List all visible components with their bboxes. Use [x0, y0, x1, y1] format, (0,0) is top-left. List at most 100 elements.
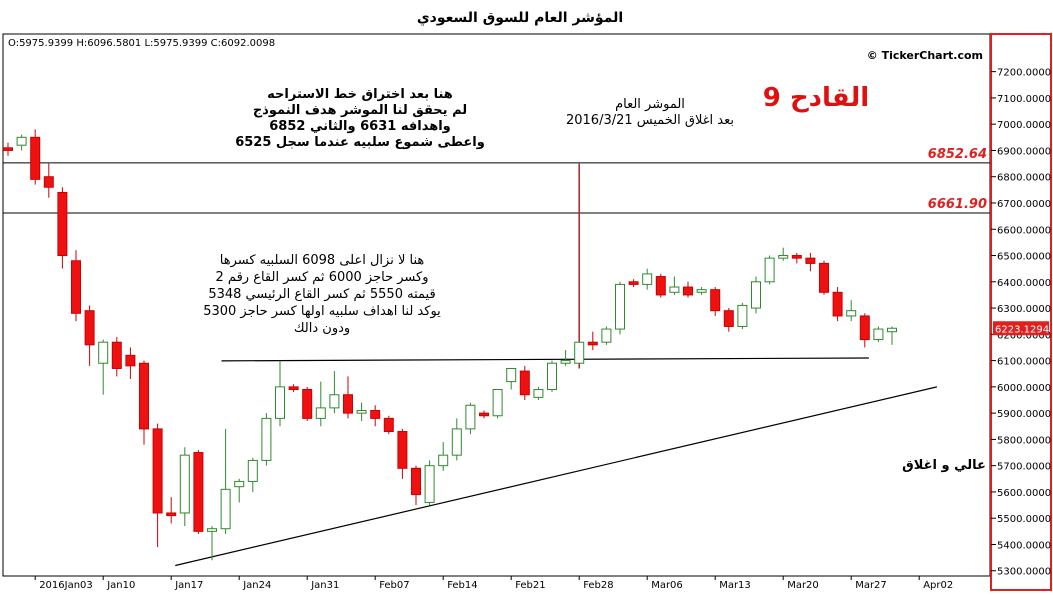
candle — [220, 428, 231, 534]
candle — [669, 276, 680, 295]
candle — [846, 300, 857, 322]
candle — [343, 376, 353, 419]
candle — [492, 388, 503, 419]
candle — [139, 360, 149, 445]
candle — [111, 336, 122, 377]
candle-body — [615, 283, 625, 330]
candle — [16, 134, 27, 151]
candle — [723, 308, 734, 332]
candle — [791, 252, 802, 264]
candle-body — [791, 255, 802, 259]
candle — [696, 287, 707, 295]
candle — [887, 326, 897, 345]
candle — [751, 276, 761, 314]
candle — [479, 410, 489, 419]
y-tick-label: 6200.0000 — [997, 330, 1051, 341]
candle — [655, 273, 666, 298]
y-tick-label: 6900.0000 — [997, 146, 1051, 157]
candle — [710, 287, 721, 316]
candle — [166, 497, 177, 524]
candle — [519, 365, 530, 400]
candle — [193, 449, 204, 534]
candle-body — [139, 362, 149, 430]
note-resistance-line: واعطى شموع سلبيه عندما سجل 6525 — [235, 135, 485, 150]
candle-body — [166, 512, 177, 517]
price-axis-frame — [990, 33, 1052, 591]
candle — [98, 339, 109, 395]
candle — [506, 367, 517, 390]
candle — [370, 405, 381, 427]
candle — [642, 268, 653, 290]
x-tick-label: Feb28 — [583, 580, 613, 591]
candle — [778, 247, 789, 261]
candle-body — [887, 327, 897, 333]
candle-body — [111, 341, 122, 369]
candle-body — [30, 136, 41, 180]
candle — [819, 260, 829, 295]
candle-body — [587, 341, 598, 346]
candle-body — [737, 304, 748, 327]
candle — [451, 418, 462, 461]
candle-body — [601, 328, 612, 343]
candle — [873, 326, 884, 343]
note-support-line: قيمته 5550 ثم كسر القاع الرئيسي 5348 — [208, 287, 435, 302]
y-tick-label: 6000.0000 — [997, 383, 1051, 394]
candle-body — [438, 454, 449, 467]
candle-body — [84, 310, 95, 346]
note-resistance-line: واهدافه 6631 والثاني 6852 — [269, 119, 451, 134]
headline-label: القادح 9 — [763, 83, 869, 113]
candle — [207, 526, 217, 561]
candle — [383, 415, 394, 435]
y-tick-label: 6500.0000 — [997, 252, 1051, 263]
candle-body — [193, 452, 204, 532]
candle — [615, 281, 625, 335]
candle-body — [710, 289, 721, 312]
candle-body — [846, 310, 857, 317]
x-tick-label: Mar13 — [719, 580, 751, 591]
candle — [356, 402, 367, 422]
note-date-line: الموشر العام — [615, 97, 685, 112]
candle-body — [261, 417, 272, 461]
ohlc-readout: O:5975.9399 H:6096.5801 L:5975.9399 C:60… — [8, 38, 275, 49]
candle — [764, 255, 775, 285]
watermark: © TickerChart.com — [867, 49, 983, 62]
candle — [465, 402, 476, 435]
candle — [574, 163, 585, 369]
chart-title: المؤشر العام للسوق السعودي — [417, 10, 623, 27]
candle-body — [57, 191, 68, 257]
candle-body — [723, 310, 734, 327]
y-tick-label: 6700.0000 — [997, 199, 1051, 210]
x-tick-label: Feb07 — [379, 580, 409, 591]
candle-body — [669, 286, 680, 293]
x-tick-label: Jan10 — [106, 580, 135, 591]
candle-body — [234, 480, 245, 488]
y-tick-label: 5800.0000 — [997, 435, 1051, 446]
candle-body — [383, 417, 394, 433]
candle-body — [492, 388, 503, 417]
candle-body — [152, 428, 163, 514]
x-tick-label: Mar27 — [855, 580, 887, 591]
candle — [3, 142, 13, 156]
note-support-line: ودون دالك — [294, 321, 350, 336]
y-tick-label: 5700.0000 — [997, 462, 1051, 473]
candle-body — [43, 176, 54, 188]
y-tick-label: 5600.0000 — [997, 488, 1051, 499]
candle-body — [859, 315, 870, 341]
horizontal-neckline — [221, 357, 869, 362]
candle-body — [642, 273, 653, 285]
candle — [560, 350, 571, 366]
candle — [628, 279, 639, 288]
candle — [315, 381, 326, 427]
y-tick-label: 6400.0000 — [997, 278, 1051, 289]
candle-body — [465, 404, 476, 430]
note-date-line: بعد اغلاق الخميس 2016/3/21 — [566, 113, 734, 128]
y-tick-label: 7100.0000 — [997, 94, 1051, 105]
candle — [84, 305, 95, 366]
candle-body — [805, 257, 816, 264]
x-tick-label: Mar20 — [787, 580, 819, 591]
y-tick-label: 5400.0000 — [997, 540, 1051, 551]
candle — [43, 163, 54, 198]
note-support-line: هنا لا نزال اعلى 6098 السلبيه كسرها — [220, 253, 425, 268]
